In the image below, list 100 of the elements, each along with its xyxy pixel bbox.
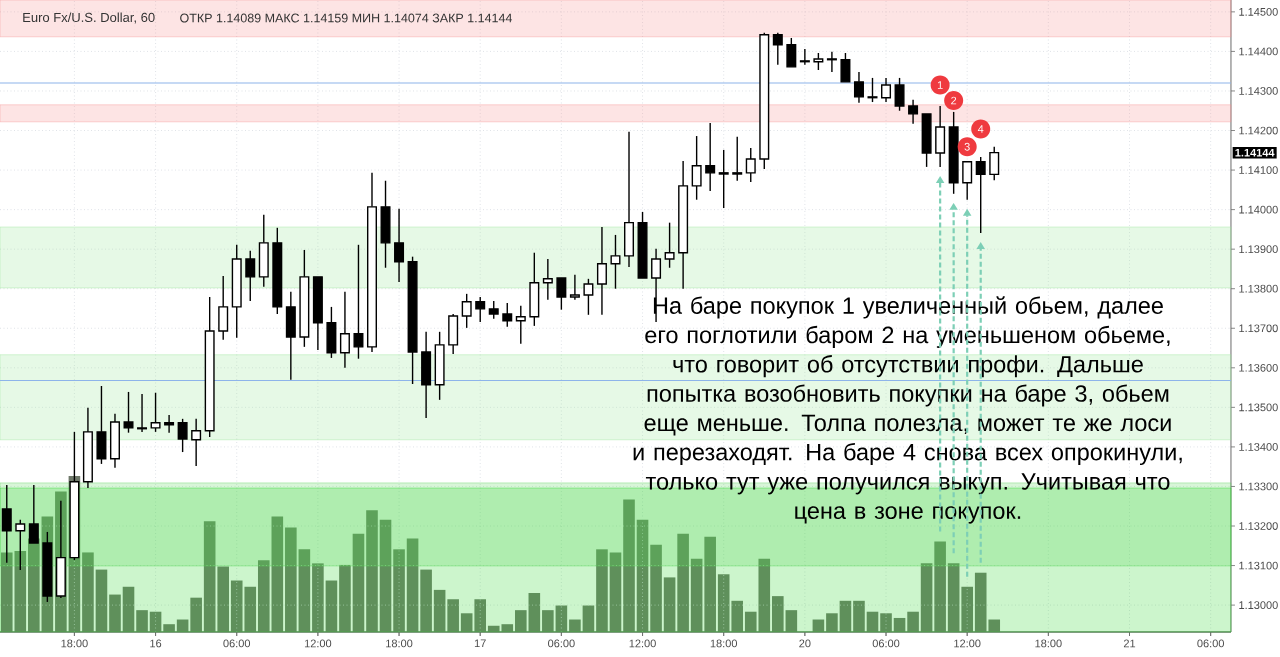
- x-tick-label: 18:00: [386, 639, 413, 648]
- x-tick-label: 12:00: [629, 639, 656, 648]
- bar: [163, 624, 175, 632]
- bar: [285, 527, 297, 632]
- bar: [663, 577, 676, 632]
- candlestick: [881, 77, 892, 103]
- bar: [460, 613, 473, 632]
- bar: [447, 599, 459, 632]
- bar: [731, 600, 744, 632]
- y-tick-label: 1.13400: [1239, 443, 1278, 451]
- bar: [947, 563, 960, 632]
- bar: [623, 499, 635, 632]
- bar: [339, 564, 351, 632]
- y-tick-label: 1.14400: [1239, 47, 1278, 56]
- x-tick-label: 18:00: [1035, 639, 1062, 648]
- candlestick: [218, 275, 229, 341]
- bar: [122, 586, 135, 632]
- candlestick: [542, 258, 553, 301]
- y-tick-label: 1.13800: [1239, 284, 1278, 293]
- bar: [839, 600, 852, 632]
- bar: [406, 538, 419, 632]
- x-tick-label: 06:00: [1197, 639, 1224, 648]
- bar: [582, 605, 595, 632]
- candlestick: [191, 418, 202, 467]
- x-tick-label: 12:00: [954, 639, 981, 648]
- bar: [853, 600, 865, 632]
- candlestick: [394, 208, 405, 283]
- annotation: 1: [937, 81, 943, 89]
- bar: [203, 521, 216, 632]
- y-tick-label: 1.14500: [1239, 7, 1278, 16]
- bar: [569, 619, 581, 632]
- bar: [717, 574, 730, 632]
- candlestick: [366, 172, 377, 353]
- candlestick: [164, 414, 175, 434]
- bar: [325, 580, 338, 632]
- candlestick: [339, 291, 350, 369]
- bar: [474, 599, 487, 632]
- bar: [109, 594, 121, 632]
- candlestick: [569, 274, 580, 301]
- candlestick: [705, 122, 716, 192]
- bar: [82, 552, 94, 632]
- bar: [217, 566, 229, 632]
- text: Euro Fx/U.S. Dollar, 60: [23, 12, 155, 24]
- candlestick: [826, 51, 837, 73]
- bar: [785, 610, 798, 632]
- y-tick-label: 1.13900: [1239, 245, 1278, 254]
- candlestick: [82, 407, 93, 489]
- bar: [366, 510, 378, 632]
- candlestick: [380, 180, 391, 269]
- bar: [257, 560, 270, 632]
- candlestick: [678, 160, 689, 290]
- candlestick: [285, 291, 296, 381]
- annotation: 3: [964, 142, 970, 151]
- x-tick-label: 21: [1123, 639, 1136, 648]
- bar: [677, 533, 689, 632]
- bar: [609, 552, 622, 632]
- bar: [596, 549, 608, 632]
- candlestick: [853, 71, 864, 104]
- bar: [298, 549, 311, 632]
- annotation: 2: [951, 96, 957, 105]
- candlestick: [908, 98, 919, 125]
- x-tick-label: 18:00: [61, 639, 88, 648]
- bar: [934, 541, 946, 632]
- y-tick-label: 1.13100: [1239, 561, 1278, 570]
- bar: [920, 563, 933, 632]
- candlestick: [935, 105, 946, 168]
- candlestick: [718, 149, 729, 209]
- y-tick-label: 1.13600: [1239, 363, 1278, 372]
- x-tick-label: 06:00: [548, 639, 575, 648]
- text: ОТКР 1.14089 МАКС 1.14159 МИН 1.14074 ЗАКР 1.14144: [180, 13, 513, 23]
- bar: [393, 549, 405, 632]
- x-tick-label: 16: [150, 639, 162, 648]
- bar: [772, 596, 784, 632]
- y-tick-label: 1.13200: [1239, 522, 1278, 530]
- x-tick-label: 12:00: [304, 639, 332, 648]
- y-tick-label: 1.13000: [1239, 601, 1278, 609]
- bar: [514, 610, 527, 632]
- bar: [420, 569, 432, 632]
- y-tick-label: 1.14200: [1239, 126, 1278, 135]
- bar: [542, 610, 554, 632]
- bar: [636, 519, 649, 632]
- bar: [352, 533, 365, 632]
- x-tick-label: 06:00: [223, 639, 251, 648]
- candlestick: [610, 234, 621, 290]
- bar: [379, 519, 392, 632]
- candlestick: [596, 226, 607, 316]
- candlestick: [624, 131, 635, 268]
- bar: [555, 605, 568, 632]
- candlestick: [962, 161, 973, 201]
- x-tick-label: 06:00: [872, 639, 900, 648]
- bar: [312, 563, 324, 632]
- x-tick-label: 20: [799, 639, 811, 648]
- candlestick: [421, 331, 432, 419]
- y-tick-label: 1.14000: [1239, 205, 1278, 214]
- bar: [528, 593, 541, 632]
- bar: [650, 544, 662, 632]
- bar: [136, 610, 148, 632]
- bar: [690, 558, 703, 632]
- bar: [433, 589, 446, 632]
- candlestick: [312, 276, 323, 351]
